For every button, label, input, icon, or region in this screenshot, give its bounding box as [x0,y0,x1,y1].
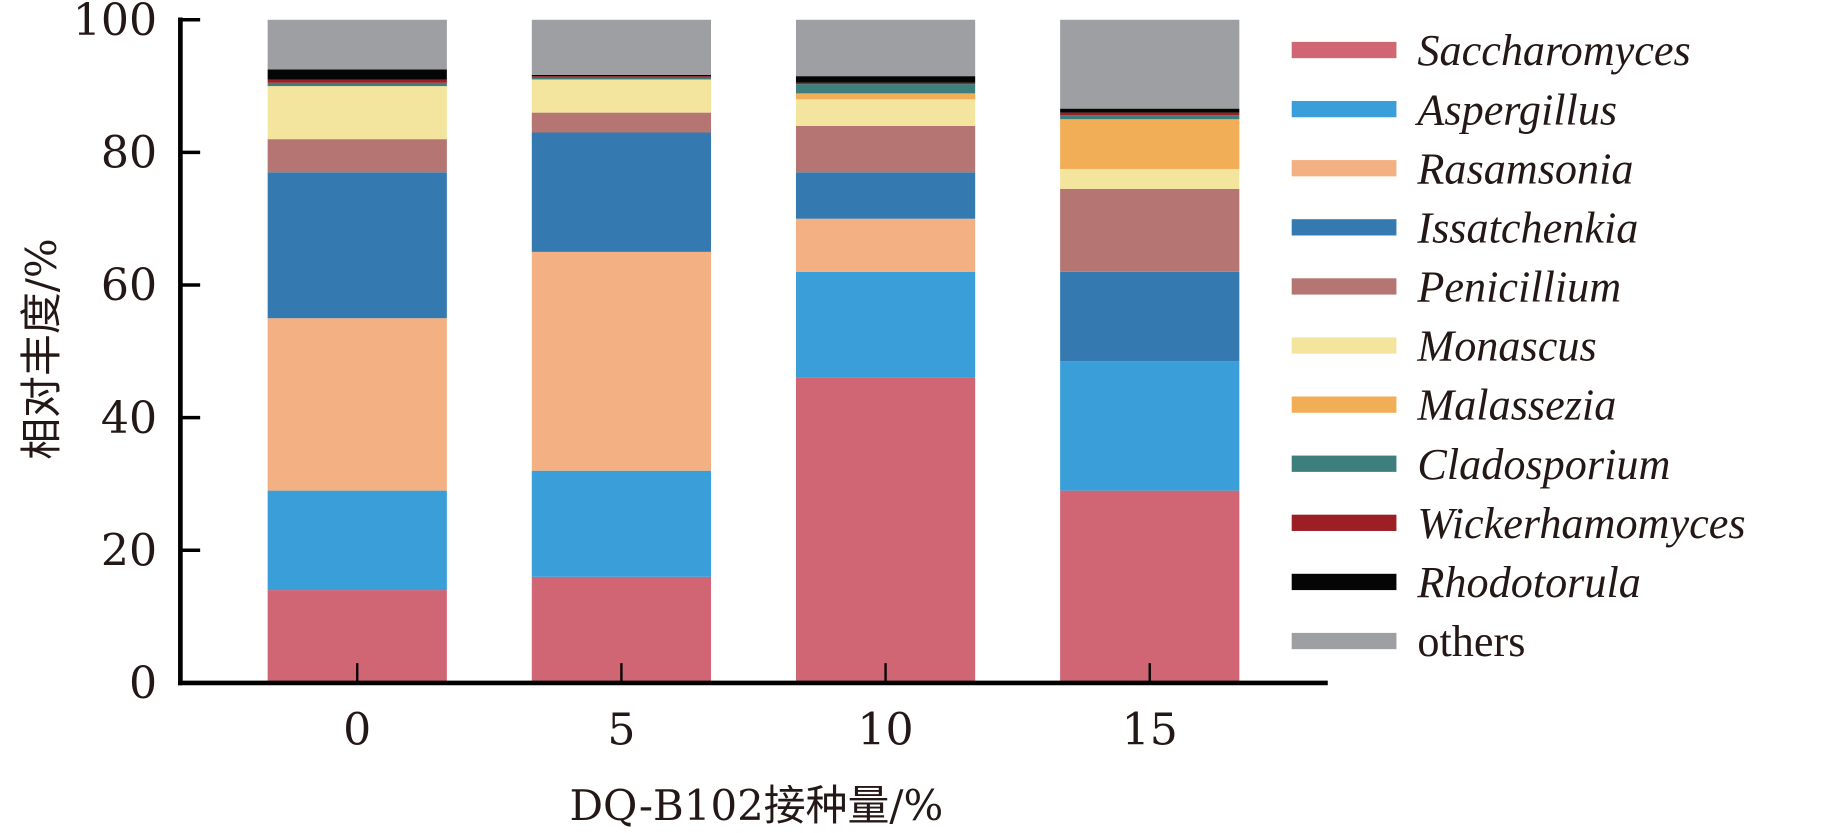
legend-swatch-malassezia [1291,396,1397,413]
bar-segment-rhodotorula-5 [531,74,712,77]
x-tick-label: 10 [857,705,913,756]
y-tick-label: 80 [101,128,157,179]
legend-swatch-saccharomyces [1291,41,1397,59]
bar-segment-aspergillus-5 [531,470,712,577]
bar-segment-issatchenkia-10 [795,172,976,219]
y-tick-label: 20 [101,525,157,576]
bar-segment-penicillium-15 [1060,188,1240,272]
legend-label-issatchenkia: Issatchenkia [1416,203,1638,252]
legend-swatch-monascus [1291,337,1397,354]
legend-swatch-issatchenkia [1291,219,1397,236]
y-tick-label: 0 [129,658,157,709]
bar-segment-saccharomyces-10 [795,377,976,683]
bar-segment-wickerhamomyces-15 [1060,112,1240,116]
bar-segment-cladosporium-15 [1060,115,1240,120]
legend-swatch-others [1291,632,1397,650]
legend-swatch-cladosporium [1291,455,1397,472]
bar-segment-others-10 [795,19,976,77]
y-tick-label: 100 [73,0,157,46]
legend-swatch-rhodotorula [1291,573,1397,591]
bar-segment-saccharomyces-15 [1060,490,1240,683]
bar-segment-rasamsonia-10 [795,218,976,272]
y-tick-label: 40 [101,393,157,444]
bar-segment-rhodotorula-15 [1060,108,1240,113]
bar-segment-others-5 [531,19,712,75]
bar-segment-monascus-10 [795,99,976,126]
bar-segment-monascus-0 [267,86,447,140]
x-ticks: 0 5 10 15 [343,663,1178,756]
bar-segment-others-0 [267,19,447,70]
legend: Saccharomyces Aspergillus Rasamsonia Issatc… [1291,26,1746,666]
y-axis-title: 相对丰度/% [17,238,66,459]
bar-segment-monascus-5 [531,79,712,113]
legend-label-aspergillus: Aspergillus [1414,85,1617,134]
bar-segment-malassezia-15 [1060,119,1240,169]
bar-segment-cladosporium-5 [531,77,712,80]
bar-segment-issatchenkia-15 [1060,271,1240,362]
legend-label-penicillium: Penicillium [1416,263,1621,312]
bar-segment-rasamsonia-5 [531,251,712,471]
x-tick-label: 15 [1122,705,1178,756]
legend-swatch-penicillium [1291,278,1397,295]
bar-segment-monascus-15 [1060,168,1240,189]
x-axis-title: DQ-B102接种量/% [569,781,943,830]
legend-label-saccharomyces: Saccharomyces [1417,26,1690,75]
y-tick-label: 60 [101,260,157,311]
bar-segment-cladosporium-10 [795,84,976,94]
bar-segment-rhodotorula-10 [795,76,976,83]
y-ticks: 0 20 40 60 80 100 [73,0,201,709]
legend-swatch-wickerhamomyces [1291,514,1397,531]
bar-segment-malassezia-10 [795,93,976,100]
legend-label-rasamsonia: Rasamsonia [1416,144,1633,193]
bar-segment-aspergillus-10 [795,271,976,378]
bar-segment-rasamsonia-0 [267,318,447,491]
bar-segment-penicillium-5 [531,112,712,133]
bar-segment-penicillium-0 [267,139,447,173]
x-tick-label: 5 [607,705,635,756]
bar-segment-aspergillus-0 [267,490,447,591]
bar-segment-rhodotorula-0 [267,69,447,80]
bar-segment-aspergillus-15 [1060,361,1240,491]
bar-segment-wickerhamomyces-5 [531,76,712,78]
bar-segment-penicillium-10 [795,125,976,173]
legend-label-malassezia: Malassezia [1416,381,1616,430]
legend-swatch-rasamsonia [1291,160,1397,177]
bar-segment-wickerhamomyces-0 [267,79,447,83]
bar-segment-issatchenkia-0 [267,172,447,319]
x-tick-label: 0 [343,705,371,756]
legend-label-monascus: Monascus [1416,322,1596,371]
legend-swatch-aspergillus [1291,100,1397,118]
bar-segment-cladosporium-0 [267,82,447,87]
legend-label-rhodotorula: Rhodotorula [1416,558,1641,607]
bar-segment-wickerhamomyces-10 [795,82,976,85]
bars-group [267,19,1240,683]
legend-label-cladosporium: Cladosporium [1417,440,1670,489]
bar-segment-issatchenkia-5 [531,132,712,252]
legend-label-others: others [1417,617,1525,666]
legend-label-wickerhamomyces: Wickerhamomyces [1417,499,1745,548]
bar-segment-others-15 [1060,19,1240,109]
